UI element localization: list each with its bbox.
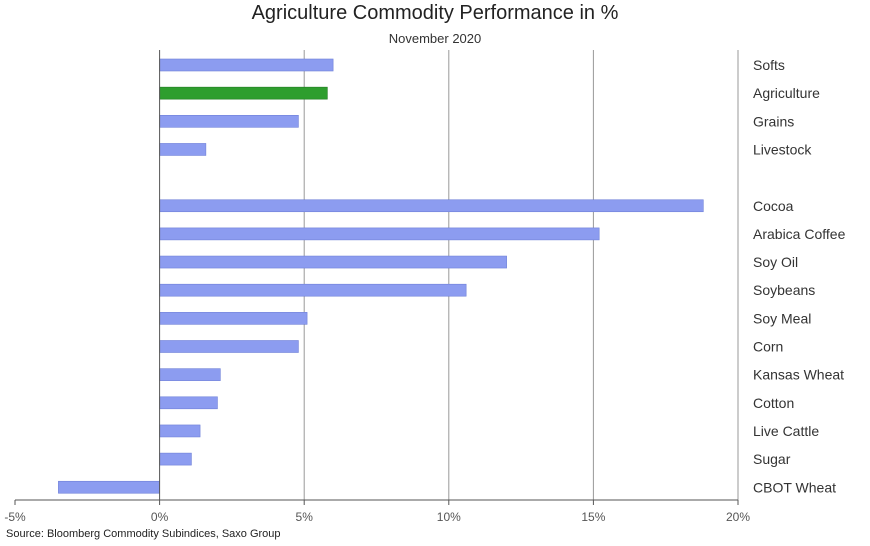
labels: -5% 0% 5% 10% 15% 20% Softs Agriculture Grains Li… — [4, 57, 845, 524]
bar-cocoa — [159, 199, 704, 213]
x-tick-label: -5% — [4, 510, 26, 524]
bar-sugar — [159, 452, 192, 466]
x-tick-label: 10% — [437, 510, 461, 524]
chart-subtitle: November 2020 — [388, 31, 482, 46]
category-label: Livestock — [753, 141, 812, 157]
bars — [58, 58, 704, 494]
category-label: Sugar — [753, 451, 791, 467]
chart-title: Agriculture Commodity Performance in % — [251, 2, 619, 24]
axes — [14, 50, 739, 505]
bar-soy-meal — [159, 312, 308, 325]
category-label: Agriculture — [753, 85, 820, 101]
x-tick-label: 5% — [296, 510, 314, 524]
bar-soy-oil — [159, 255, 507, 269]
bar-softs — [159, 58, 334, 72]
x-tick-label: 15% — [581, 510, 605, 524]
bar-corn — [159, 340, 299, 353]
bar-grains — [159, 115, 299, 128]
bar-agriculture — [159, 86, 328, 100]
category-label: Cocoa — [753, 198, 794, 214]
category-label: Corn — [753, 339, 783, 355]
category-label: Soybeans — [753, 282, 815, 298]
bar-cbot-wheat — [58, 480, 160, 494]
category-label: Cotton — [753, 395, 794, 411]
x-tick-label: 0% — [151, 510, 169, 524]
category-label: Soy Meal — [753, 310, 811, 326]
bar-live-cattle — [159, 424, 201, 438]
bar-arabica-coffee — [159, 227, 600, 241]
category-label: Softs — [753, 57, 785, 73]
category-label: Kansas Wheat — [753, 367, 844, 383]
grid-lines — [303, 50, 739, 500]
category-label: Live Cattle — [753, 423, 819, 439]
bar-soybeans — [159, 283, 467, 297]
category-label: Arabica Coffee — [753, 226, 846, 242]
category-label: Grains — [753, 113, 794, 129]
category-label: CBOT Wheat — [753, 479, 836, 495]
x-tick-label: 20% — [726, 510, 750, 524]
bar-livestock — [159, 143, 207, 156]
category-label: Soy Oil — [753, 254, 798, 270]
source-note: Source: Bloomberg Commodity Subindices, … — [6, 528, 281, 540]
bar-cotton — [159, 396, 218, 410]
bar-kansas-wheat — [159, 368, 221, 381]
